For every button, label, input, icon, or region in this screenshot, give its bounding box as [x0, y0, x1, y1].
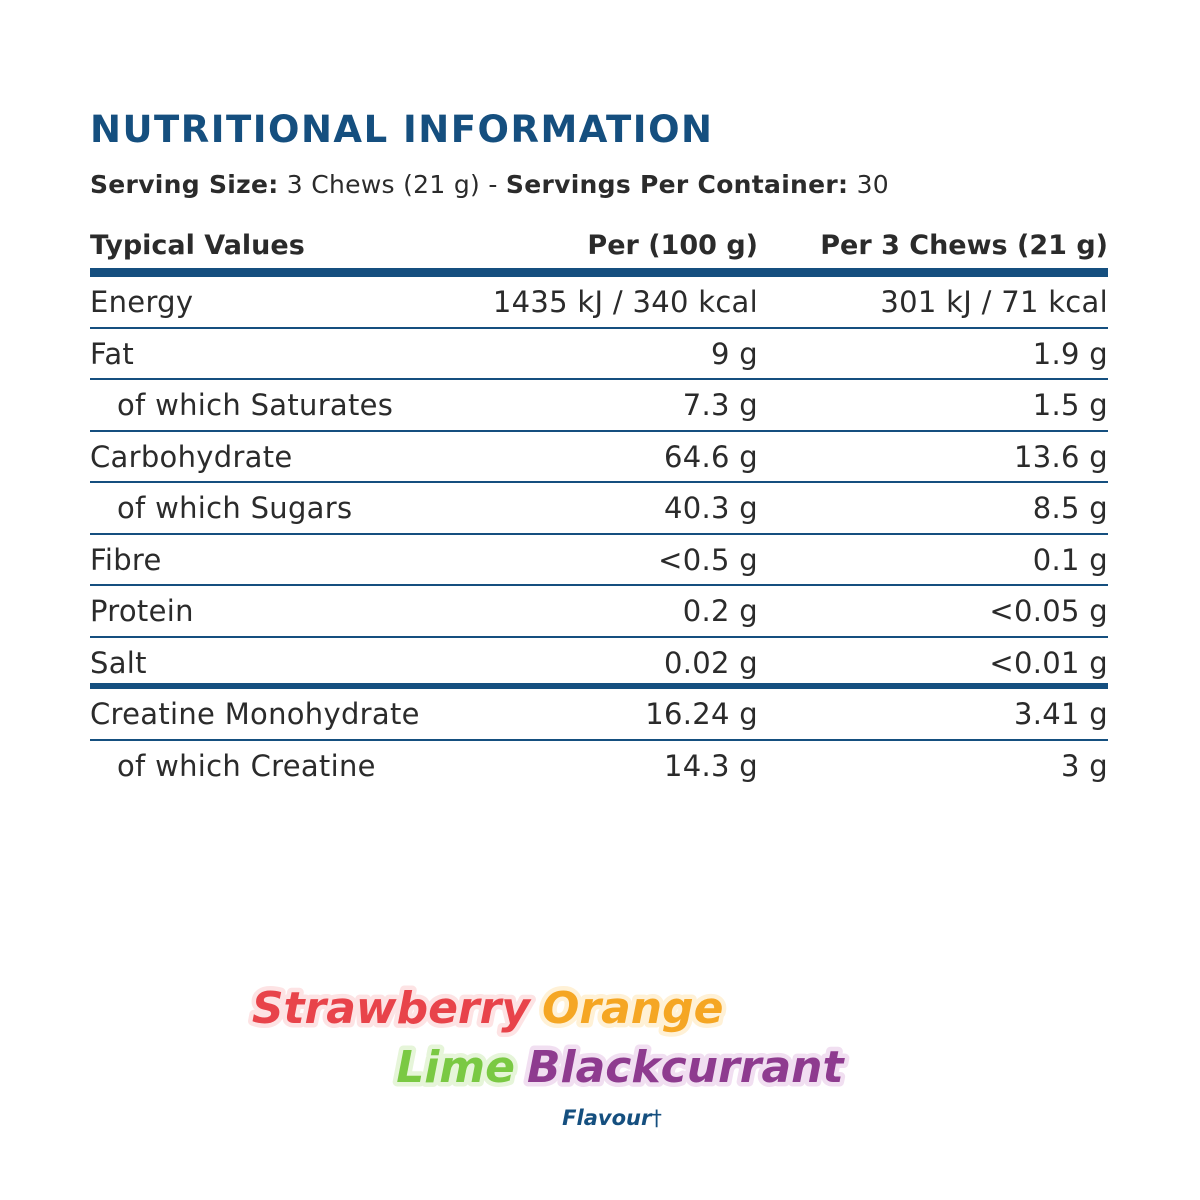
flavour-orange: Orange: [542, 983, 723, 1034]
row-per-serving: 3.41 g: [1014, 697, 1108, 731]
table-row: Fat 9 g 1.9 g: [90, 329, 1108, 380]
row-per-100g: 7.3 g: [682, 388, 758, 422]
page-title: NUTRITIONAL INFORMATION: [90, 108, 714, 151]
row-per-serving: 8.5 g: [1032, 491, 1108, 525]
table-row: Energy 1435 kJ / 340 kcal 301 kJ / 71 kc…: [90, 277, 1108, 329]
serving-size-label: Serving Size:: [90, 170, 279, 199]
row-per-serving: 1.9 g: [1032, 336, 1108, 371]
nutrition-table: Typical Values Per (100 g) Per 3 Chews (…: [90, 225, 1108, 792]
row-name: Salt: [90, 645, 147, 680]
flavour-lime: Lime: [396, 1042, 515, 1093]
row-name: Fat: [90, 336, 135, 371]
header-typical-values: Typical Values: [90, 230, 305, 261]
row-name: of which Sugars: [117, 491, 353, 525]
row-per-serving: 301 kJ / 71 kcal: [880, 285, 1108, 319]
servings-per-container-value: 30: [856, 170, 890, 199]
flavour-strawberry: Strawberry: [252, 983, 532, 1034]
table-row: Carbohydrate 64.6 g 13.6 g: [90, 432, 1108, 483]
row-name: Carbohydrate: [90, 439, 293, 474]
row-per-100g: 40.3 g: [664, 491, 758, 525]
flavour-blackcurrant: Blackcurrant: [527, 1042, 845, 1093]
row-per-serving: <0.01 g: [989, 645, 1108, 680]
row-per-100g: 0.02 g: [664, 645, 758, 680]
table-row: of which Sugars 40.3 g 8.5 g: [90, 483, 1108, 535]
table-row: Fibre <0.5 g 0.1 g: [90, 535, 1108, 586]
serving-size-value: 3 Chews (21 g): [286, 170, 481, 199]
dagger-mark: †: [651, 1106, 662, 1130]
row-per-100g: 0.2 g: [682, 594, 758, 628]
row-per-serving: 0.1 g: [1032, 542, 1108, 577]
flavour-label-text: Flavour: [562, 1106, 653, 1130]
row-name: Creatine Monohydrate: [90, 697, 420, 731]
table-row: Creatine Monohydrate 16.24 g 3.41 g: [90, 689, 1108, 741]
row-name: Fibre: [90, 542, 162, 577]
row-per-100g: 64.6 g: [664, 439, 758, 474]
row-per-serving: 3 g: [1061, 748, 1108, 783]
row-per-100g: <0.5 g: [658, 542, 758, 577]
header-per-100g: Per (100 g): [587, 230, 758, 261]
row-name: of which Creatine: [117, 748, 376, 783]
row-per-serving: 1.5 g: [1032, 388, 1108, 422]
flavour-logo: Strawberry Orange Lime Blackcurrant Flav…: [0, 975, 1200, 1145]
serving-info: Serving Size: 3 Chews (21 g) - Servings …: [90, 170, 889, 199]
row-name: of which Saturates: [117, 388, 394, 422]
serving-separator: -: [488, 170, 498, 199]
header-divider: [90, 268, 1108, 277]
row-per-serving: <0.05 g: [989, 594, 1108, 628]
flavour-wordmark: Strawberry Orange Lime Blackcurrant Flav…: [247, 979, 850, 1131]
flavour-label: Flavour†: [562, 1106, 662, 1130]
row-per-100g: 14.3 g: [664, 748, 758, 783]
table-row: of which Saturates 7.3 g 1.5 g: [90, 380, 1108, 432]
table-row: Protein 0.2 g <0.05 g: [90, 586, 1108, 638]
row-per-100g: 1435 kJ / 340 kcal: [492, 285, 758, 319]
row-per-100g: 16.24 g: [645, 697, 758, 731]
header-per-serving: Per 3 Chews (21 g): [820, 230, 1108, 261]
row-per-100g: 9 g: [711, 336, 758, 371]
row-name: Energy: [90, 285, 194, 319]
row-per-serving: 13.6 g: [1014, 439, 1108, 474]
table-row: Salt 0.02 g <0.01 g: [90, 638, 1108, 689]
table-header: Typical Values Per (100 g) Per 3 Chews (…: [90, 225, 1108, 268]
row-name: Protein: [90, 594, 194, 628]
table-row: of which Creatine 14.3 g 3 g: [90, 741, 1108, 793]
servings-per-container-label: Servings Per Container:: [505, 170, 849, 199]
